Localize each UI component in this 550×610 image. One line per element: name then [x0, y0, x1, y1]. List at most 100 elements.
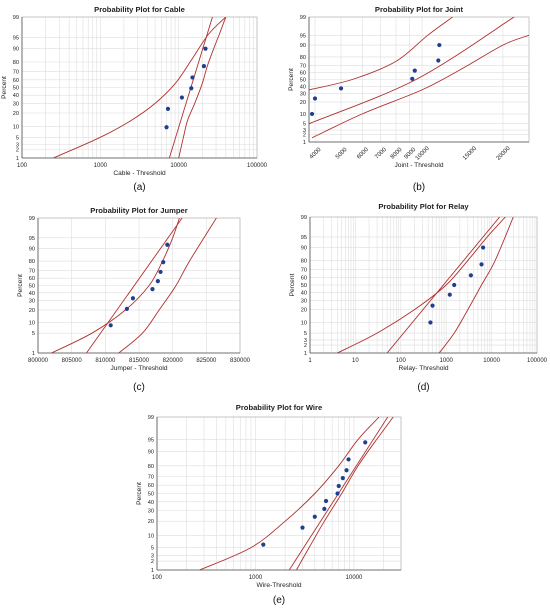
- y-tick-label: 70: [301, 268, 307, 274]
- x-tick-label: 10000: [170, 163, 187, 169]
- y-tick-label: 90: [13, 47, 19, 53]
- data-point: [447, 292, 452, 297]
- chart-title: Probability Plot for Wire: [236, 403, 322, 412]
- y-tick-label: 20: [301, 308, 307, 314]
- y-tick-label: 40: [13, 93, 19, 99]
- x-tick-label: 7000: [374, 146, 388, 160]
- x-axis-label: Cable - Threshold: [113, 170, 166, 177]
- y-tick-label: 70: [300, 63, 306, 69]
- y-tick-label: 40: [148, 500, 154, 506]
- data-point: [336, 483, 341, 489]
- data-point: [412, 68, 417, 73]
- data-point: [430, 303, 435, 308]
- y-tick-label: 80: [148, 464, 154, 470]
- data-point: [179, 95, 185, 100]
- x-tick-label: 15000: [462, 145, 479, 162]
- y-tick-label: 10: [29, 321, 35, 327]
- x-tick-label: 100: [17, 163, 28, 169]
- y-tick-label: 50: [148, 492, 154, 498]
- fit-line: [86, 218, 183, 353]
- data-point: [201, 63, 207, 69]
- y-tick-label: 60: [29, 276, 35, 282]
- y-tick-label: 99: [29, 216, 35, 222]
- data-points: [428, 245, 486, 325]
- x-tick-label: 5000: [335, 146, 349, 160]
- y-tick-label: 1: [304, 351, 307, 357]
- data-point: [164, 125, 169, 130]
- data-point: [479, 262, 484, 267]
- data-point: [363, 440, 368, 445]
- x-tick-label: 20000: [496, 145, 513, 162]
- curves: [337, 217, 514, 353]
- data-point: [161, 260, 166, 265]
- confidence-band-upper: [296, 417, 394, 570]
- curves: [309, 17, 529, 139]
- y-tick-label: 30: [148, 509, 154, 515]
- data-point: [158, 269, 163, 275]
- x-tick-label: 10000: [415, 145, 432, 162]
- y-tick-label: 3: [16, 142, 19, 148]
- data-point: [344, 468, 349, 473]
- y-tick-label: 99: [301, 215, 307, 221]
- y-tick-label: 1: [151, 568, 154, 574]
- y-tick-label: 90: [29, 246, 35, 252]
- data-point: [203, 46, 208, 51]
- y-tick-label: 2: [303, 133, 306, 139]
- confidence-band-lower: [199, 417, 380, 570]
- y-tick-label: 3: [151, 553, 154, 559]
- data-point: [338, 86, 344, 91]
- data-point: [346, 457, 351, 462]
- x-tick-label: 815000: [129, 358, 150, 364]
- y-axis-label: Percent: [1, 76, 8, 99]
- x-tick-label: 830000: [230, 358, 251, 364]
- y-tick-label: 95: [148, 437, 154, 443]
- y-tick-label: 60: [13, 78, 19, 84]
- x-axis-label: Joint - Threshold: [395, 162, 444, 169]
- data-point: [340, 476, 345, 481]
- y-axis-label: Percent: [17, 274, 24, 297]
- chart-title: Probability Plot for Jumper: [90, 206, 188, 215]
- y-tick-label: 40: [300, 84, 306, 90]
- y-tick-label: 90: [300, 43, 306, 49]
- fit-line: [309, 17, 515, 125]
- y-tick-label: 3: [303, 128, 306, 134]
- data-point: [410, 76, 415, 81]
- data-point: [155, 279, 160, 284]
- confidence-band-upper: [438, 217, 514, 353]
- x-tick-label: 1000: [440, 358, 454, 364]
- y-tick-label: 1: [303, 140, 306, 146]
- fit-line: [386, 217, 500, 353]
- y-tick-label: 1: [16, 156, 19, 162]
- y-tick-label: 5: [151, 546, 154, 552]
- y-tick-label: 30: [29, 299, 35, 305]
- y-tick-label: 2: [304, 343, 307, 349]
- y-tick-label: 50: [300, 78, 306, 84]
- x-tick-label: 8000: [390, 146, 404, 160]
- data-point: [165, 242, 170, 247]
- confidence-band-lower: [51, 218, 180, 353]
- data-point: [323, 498, 329, 504]
- x-tick-label: 100: [152, 575, 163, 581]
- data-point: [322, 506, 327, 511]
- x-tick-label: 810000: [95, 358, 116, 364]
- data-points: [309, 42, 442, 117]
- y-tick-label: 80: [301, 258, 307, 264]
- x-tick-label: 100000: [527, 358, 548, 364]
- y-tick-label: 90: [148, 449, 154, 455]
- x-axis-label: Jumper - Threshold: [110, 365, 167, 372]
- y-tick-label: 30: [301, 298, 307, 304]
- y-tick-label: 20: [300, 100, 306, 106]
- y-tick-label: 95: [29, 236, 35, 242]
- data-point: [312, 96, 318, 101]
- x-tick-label: 10: [352, 358, 359, 364]
- y-tick-label: 60: [300, 71, 306, 77]
- x-tick-label: 4000: [309, 146, 323, 160]
- confidence-band-upper: [178, 17, 227, 158]
- y-tick-label: 70: [29, 268, 35, 274]
- chart-panel-e: 1 235 10 20 30 40 50 60 70 80 90 95 99 100 1000 10000 Pr…: [136, 403, 402, 606]
- x-tick-labels: 1 10 100 1000 10000 100000: [308, 358, 547, 364]
- x-tick-label: 805000: [62, 358, 83, 364]
